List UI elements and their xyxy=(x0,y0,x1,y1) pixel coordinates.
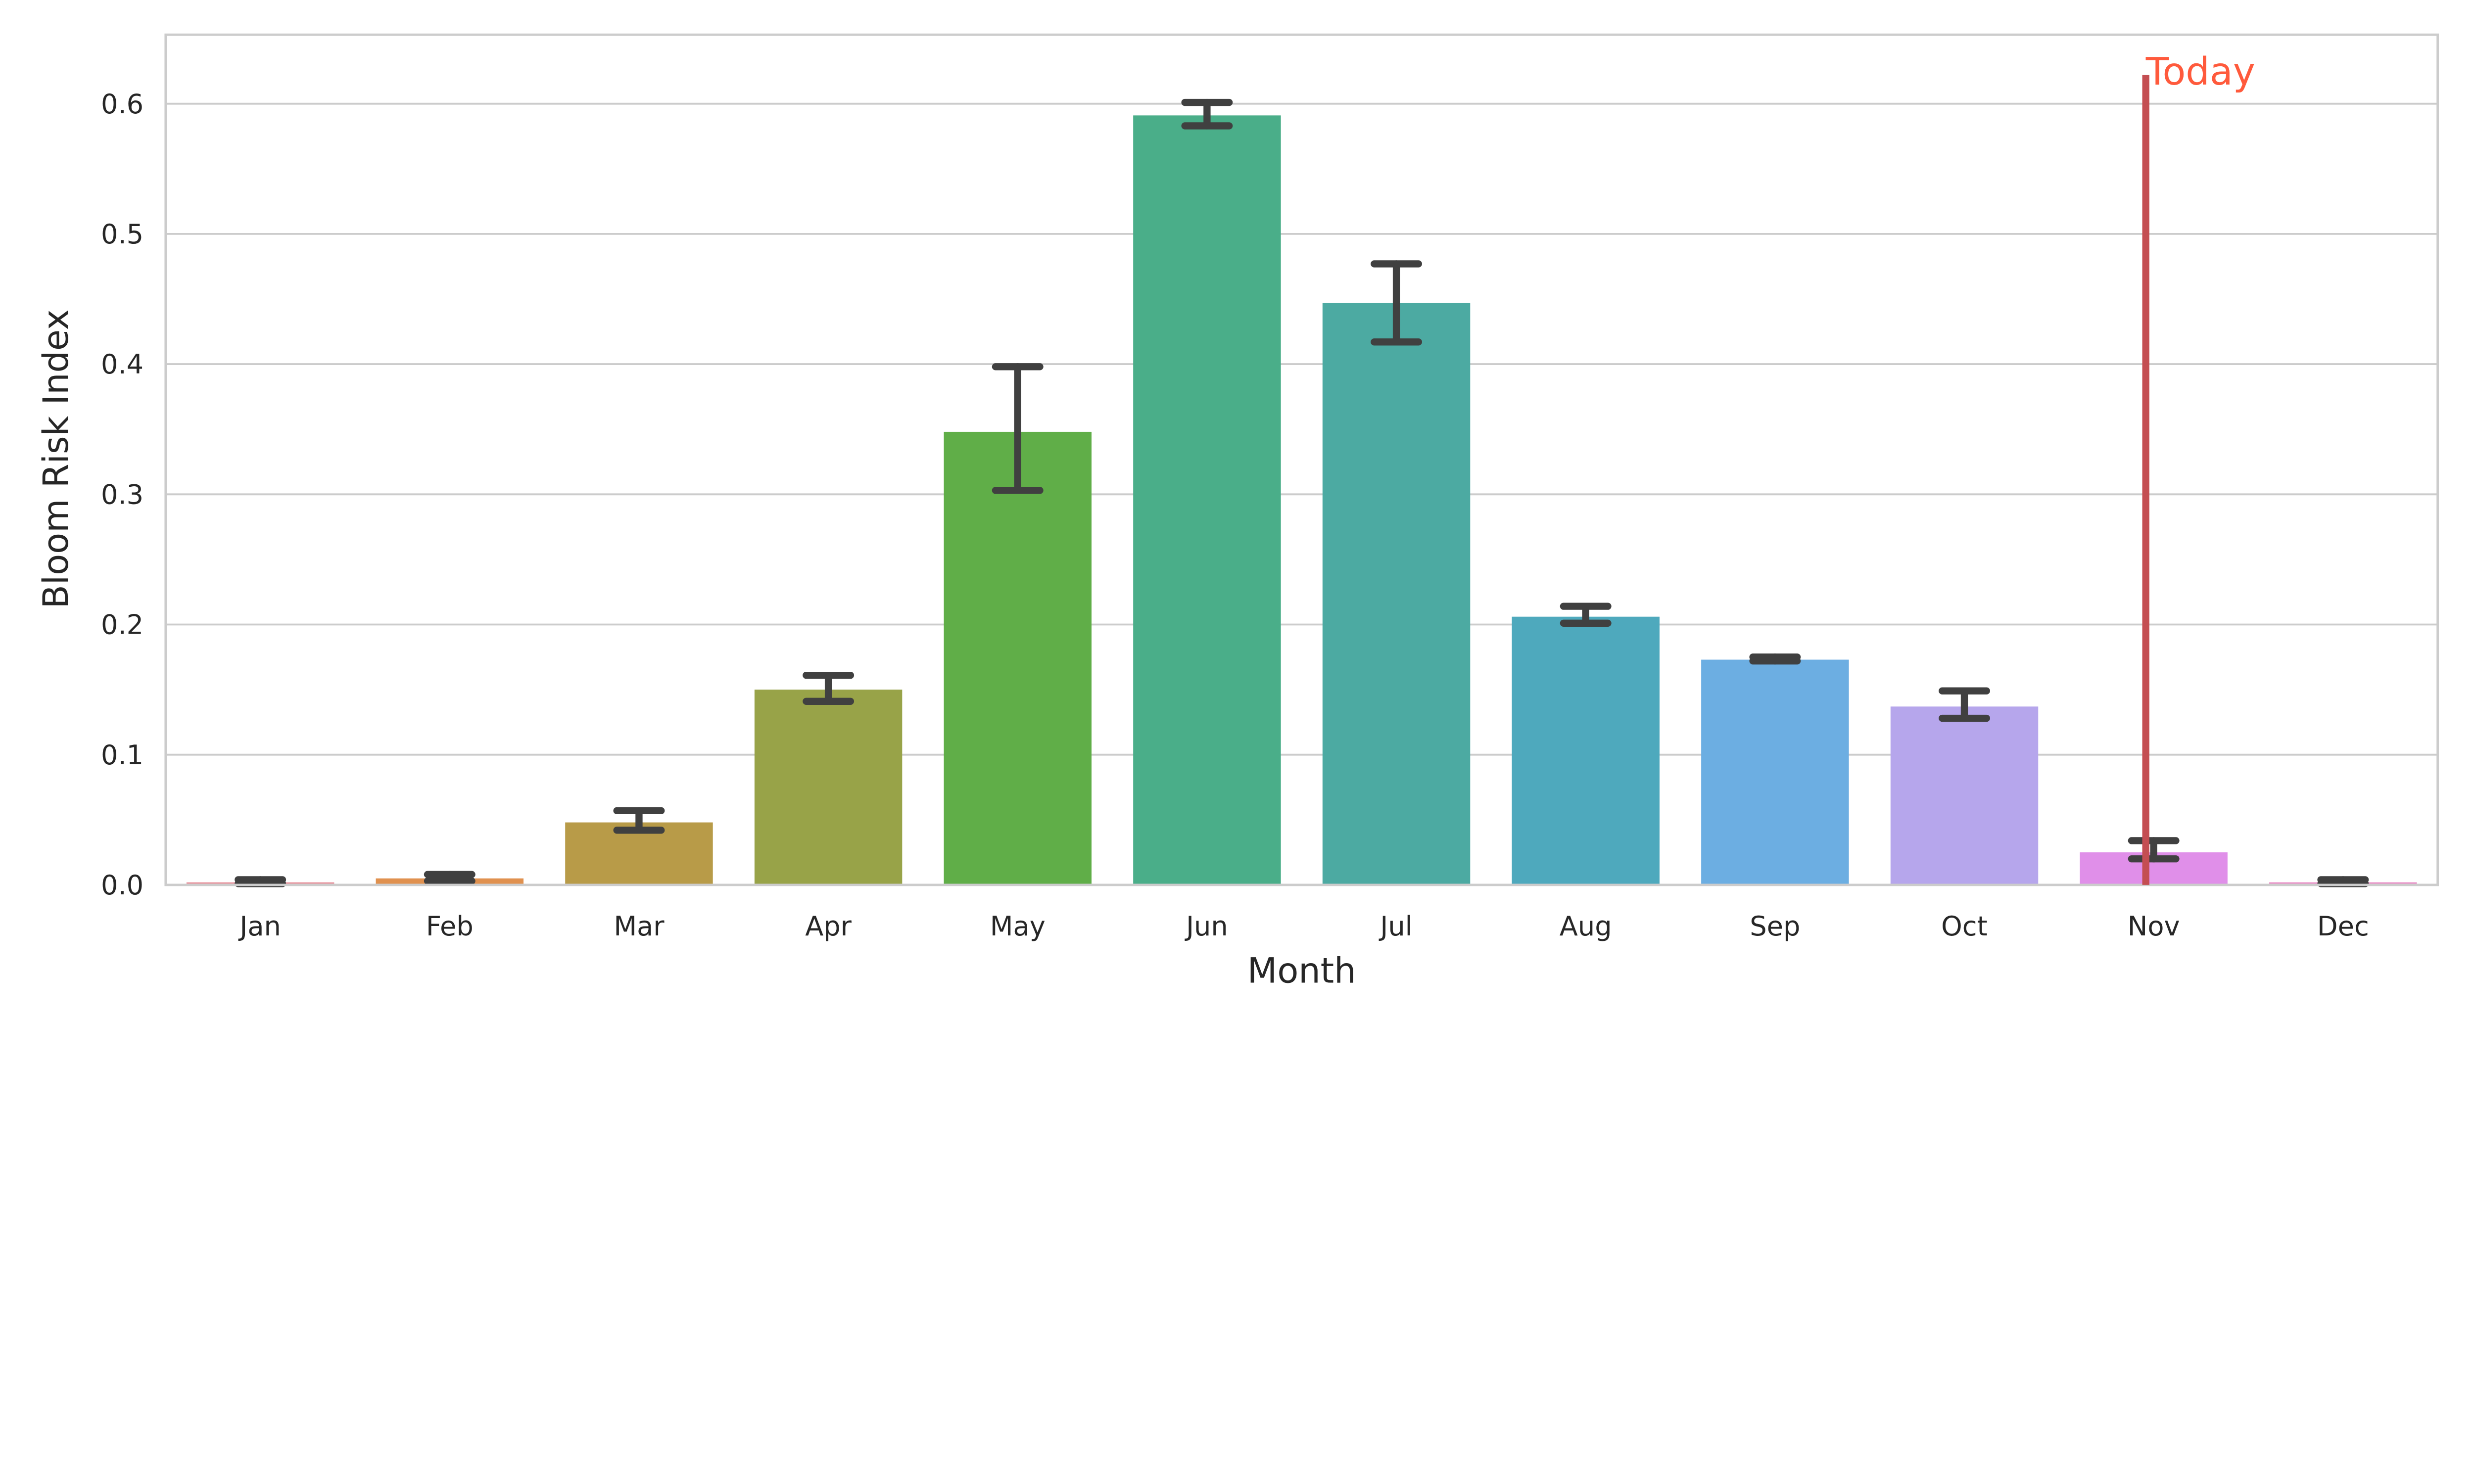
bar-oct xyxy=(1890,706,2039,885)
bloom-risk-chart: 0.0 0.1 0.2 0.3 0.4 0.5 0.6 Jan Feb Mar Apr May Jun… xyxy=(36,33,2439,991)
x-tick-label: Dec xyxy=(2317,911,2369,942)
x-tick-labels: Jan Feb Mar Apr May Jun Jul Aug Sep Oct Nov Dec xyxy=(238,911,2369,942)
x-tick-label: Sep xyxy=(1750,911,1800,942)
x-tick-label: May xyxy=(990,911,1046,942)
error-bars xyxy=(235,98,2369,887)
bar-aug xyxy=(1512,616,1660,885)
y-tick-label: 0.6 xyxy=(101,89,143,120)
today-annotation: Today xyxy=(2142,50,2255,885)
x-tick-label: Nov xyxy=(2128,911,2180,942)
y-tick-label: 0.2 xyxy=(101,609,143,641)
bar-jul xyxy=(1322,303,1471,885)
bars xyxy=(186,115,2417,885)
x-tick-label: Jun xyxy=(1185,911,1228,942)
plot-frame xyxy=(164,33,2439,886)
x-tick-label: Mar xyxy=(614,911,665,942)
x-tick-label: Apr xyxy=(805,911,852,942)
y-tick-label: 0.4 xyxy=(101,349,143,380)
bar-apr xyxy=(754,690,903,885)
x-tick-label: Jul xyxy=(1379,911,1412,942)
bar-jun xyxy=(1133,115,1281,885)
y-tick-label: 0.0 xyxy=(101,870,143,901)
y-tick-label: 0.1 xyxy=(101,740,143,771)
today-label: Today xyxy=(2145,50,2255,94)
gridlines xyxy=(165,102,2438,886)
bar-sep xyxy=(1701,659,1849,885)
x-axis-label: Month xyxy=(1247,951,1356,991)
x-tick-label: Aug xyxy=(1560,911,1612,942)
x-tick-label: Feb xyxy=(426,911,474,942)
bar-may xyxy=(944,431,1092,885)
y-tick-label: 0.3 xyxy=(101,479,143,510)
y-tick-label: 0.5 xyxy=(101,219,143,250)
x-tick-label: Jan xyxy=(238,911,281,942)
x-tick-label: Oct xyxy=(1941,911,1988,942)
y-axis-label: Bloom Risk Index xyxy=(36,310,76,609)
y-tick-labels: 0.0 0.1 0.2 0.3 0.4 0.5 0.6 xyxy=(101,89,143,901)
